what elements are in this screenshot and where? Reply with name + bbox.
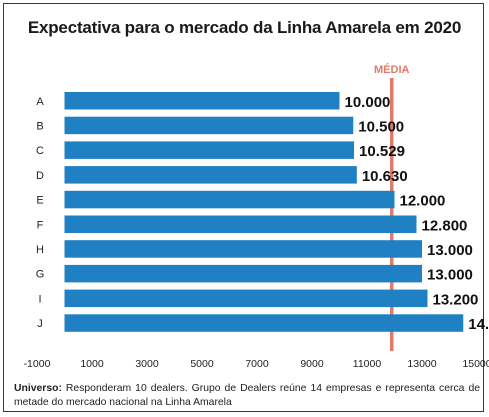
x-tick-label: 1000 bbox=[80, 358, 104, 370]
category-label-C: C bbox=[36, 145, 44, 157]
chart-title: Expectativa para o mercado da Linha Amar… bbox=[27, 18, 462, 37]
x-tick-label: 7000 bbox=[245, 358, 269, 370]
category-label-I: I bbox=[38, 293, 41, 305]
category-label-A: A bbox=[36, 96, 44, 108]
value-label-J: 14.500 bbox=[468, 316, 489, 333]
bar-A bbox=[64, 92, 340, 110]
footnote-lead: Universo: bbox=[14, 383, 62, 394]
value-label-G: 13.000 bbox=[427, 267, 473, 284]
footnote: Universo: Responderam 10 dealers. Grupo … bbox=[14, 382, 480, 410]
x-tick-label: -1000 bbox=[24, 358, 51, 370]
footnote-text: Responderam 10 dealers. Grupo de Dealers… bbox=[14, 383, 480, 408]
bar-B bbox=[64, 116, 354, 135]
bar-G bbox=[64, 264, 422, 283]
value-label-I: 13.200 bbox=[433, 291, 479, 308]
reference-line-label: MÉDIA bbox=[374, 63, 410, 76]
bar-D bbox=[64, 166, 357, 184]
value-label-A: 10.000 bbox=[345, 94, 391, 111]
bar-E bbox=[64, 190, 395, 209]
value-label-E: 12.000 bbox=[400, 193, 446, 210]
category-label-J: J bbox=[37, 318, 43, 330]
bar-C bbox=[64, 141, 355, 159]
value-label-F: 12.800 bbox=[422, 217, 468, 234]
category-label-E: E bbox=[36, 195, 43, 207]
category-label-G: G bbox=[36, 269, 45, 281]
value-label-C: 10.529 bbox=[359, 143, 405, 160]
category-label-F: F bbox=[37, 219, 44, 231]
value-label-H: 13.000 bbox=[427, 242, 473, 259]
x-tick-label: 13000 bbox=[407, 358, 436, 370]
category-label-H: H bbox=[36, 244, 44, 256]
bar-I bbox=[64, 289, 428, 308]
bar-H bbox=[64, 240, 422, 258]
x-tick-label: 11000 bbox=[353, 358, 382, 370]
x-tick-label: 5000 bbox=[190, 358, 214, 370]
x-tick-label: 15000 bbox=[462, 358, 489, 370]
category-label-B: B bbox=[36, 120, 43, 132]
x-tick-label: 3000 bbox=[135, 358, 159, 370]
x-tick-label: 9000 bbox=[300, 358, 324, 370]
category-label-D: D bbox=[36, 170, 44, 182]
bar-F bbox=[64, 215, 417, 233]
value-label-B: 10.500 bbox=[358, 118, 404, 135]
value-label-D: 10.630 bbox=[362, 168, 408, 185]
bar-J bbox=[64, 314, 464, 332]
